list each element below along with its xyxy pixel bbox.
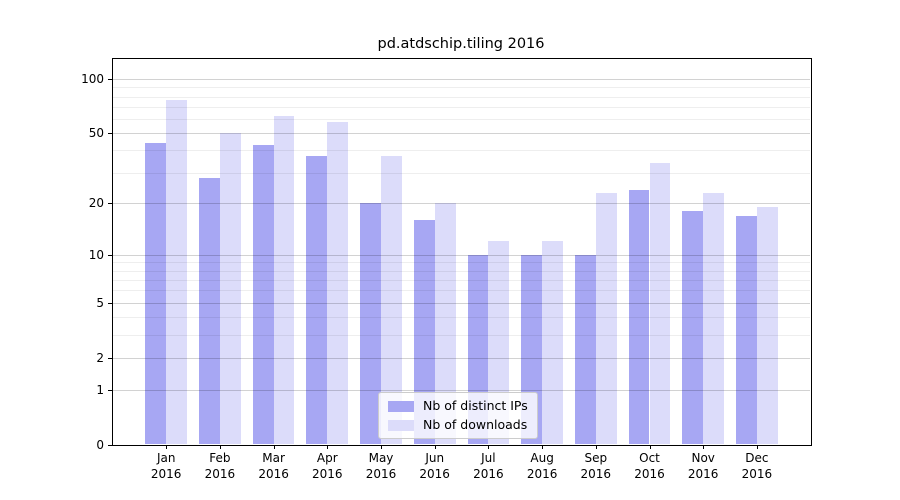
x-tick-label: Jun 2016 <box>419 450 450 482</box>
y-gridline-minor <box>112 270 810 272</box>
x-tick-label: Mar 2016 <box>258 450 289 482</box>
bar-distinct-ips-feb <box>199 177 220 445</box>
legend-swatch <box>388 419 414 431</box>
y-gridline <box>112 79 810 81</box>
y-gridline-minor <box>112 106 810 108</box>
x-tick-label: May 2016 <box>365 450 397 482</box>
x-tick <box>703 445 705 449</box>
y-gridline <box>112 357 810 359</box>
y-gridline-minor <box>112 262 810 264</box>
y-tick <box>108 79 112 81</box>
x-tick-label: Dec 2016 <box>741 450 773 482</box>
y-tick-label: 50 <box>88 126 104 141</box>
x-tick <box>488 445 490 449</box>
x-tick <box>595 445 597 449</box>
y-gridline <box>112 254 810 256</box>
bar-distinct-ips-jun <box>413 220 435 445</box>
bar-downloads-jan <box>166 99 188 445</box>
x-tick <box>327 445 329 449</box>
legend-label: Nb of downloads <box>423 417 528 432</box>
y-gridline-minor <box>112 150 810 152</box>
y-tick <box>108 203 112 205</box>
y-tick-label: 10 <box>88 247 104 262</box>
bar-downloads-jun <box>434 203 456 445</box>
x-tick-label: Sep 2016 <box>580 450 612 482</box>
y-gridline-minor <box>112 96 810 98</box>
x-tick-label: Aug 2016 <box>526 450 558 482</box>
x-tick-label: Apr 2016 <box>312 450 343 482</box>
bar-distinct-ips-apr <box>306 156 328 445</box>
x-tick-label: Nov 2016 <box>687 450 719 482</box>
x-tick <box>756 445 758 449</box>
y-gridline <box>112 302 810 304</box>
y-tick-label: 100 <box>81 72 104 87</box>
bar-distinct-ips-dec <box>736 215 757 445</box>
x-tick-label: Oct 2016 <box>634 450 665 482</box>
y-gridline <box>112 133 810 135</box>
bar-distinct-ips-may <box>360 203 381 445</box>
x-tick <box>649 445 651 449</box>
y-tick <box>108 444 112 446</box>
x-tick <box>434 445 436 449</box>
legend: Nb of distinct IPs Nb of downloads <box>378 392 538 439</box>
y-gridline-minor <box>112 334 810 336</box>
bar-downloads-oct <box>649 163 671 445</box>
bar-downloads-dec <box>756 207 778 445</box>
y-tick-label: 0 <box>96 437 104 452</box>
y-tick-label: 2 <box>96 350 104 365</box>
legend-row-distinct-ips: Nb of distinct IPs <box>388 399 528 413</box>
y-gridline-minor <box>112 290 810 292</box>
y-gridline-minor <box>112 87 810 89</box>
y-tick <box>108 133 112 135</box>
y-tick-label: 1 <box>96 382 104 397</box>
chart-title: pd.atdschip.tiling 2016 <box>377 36 545 52</box>
y-tick <box>108 302 112 304</box>
bar-downloads-nov <box>703 192 725 445</box>
bar-distinct-ips-mar <box>252 144 274 445</box>
y-gridline-minor <box>112 279 810 281</box>
x-tick <box>542 445 544 449</box>
x-tick <box>166 445 168 449</box>
y-tick-label: 20 <box>88 196 104 211</box>
y-tick <box>108 357 112 359</box>
x-tick <box>219 445 221 449</box>
bar-downloads-aug <box>542 241 563 445</box>
x-tick <box>381 445 382 449</box>
bar-distinct-ips-sep <box>574 254 596 445</box>
y-tick <box>108 389 112 391</box>
y-gridline-minor <box>112 172 810 174</box>
bar-downloads-apr <box>327 121 349 445</box>
bar-distinct-ips-oct <box>628 189 650 445</box>
y-tick <box>108 254 112 256</box>
legend-row-downloads: Nb of downloads <box>388 418 528 432</box>
bar-downloads-may <box>381 156 402 445</box>
bar-downloads-mar <box>273 116 295 445</box>
bar-downloads-feb <box>219 133 241 445</box>
y-gridline-minor <box>112 119 810 121</box>
y-tick-label: 5 <box>96 295 104 310</box>
legend-label: Nb of distinct IPs <box>423 398 528 413</box>
bar-distinct-ips-nov <box>682 211 704 445</box>
bar-distinct-ips-jan <box>145 143 167 445</box>
y-gridline-minor <box>112 317 810 319</box>
x-tick-label: Jul 2016 <box>473 450 504 482</box>
x-tick-label: Jan 2016 <box>150 450 182 482</box>
y-gridline <box>112 389 810 391</box>
bar-downloads-sep <box>595 192 617 445</box>
x-tick-label: Feb 2016 <box>204 450 236 482</box>
y-gridline <box>112 203 810 205</box>
x-tick <box>273 445 275 449</box>
legend-swatch <box>388 400 414 412</box>
